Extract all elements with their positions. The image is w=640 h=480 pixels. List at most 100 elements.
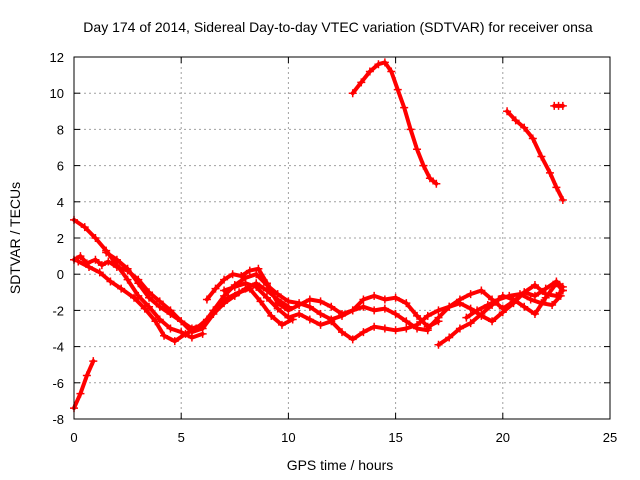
data-point-marker <box>262 279 271 288</box>
data-point-marker <box>391 326 400 335</box>
data-point-marker <box>262 293 271 302</box>
data-point-marker <box>112 255 121 264</box>
data-point-marker <box>237 272 246 281</box>
series-arc-13 <box>550 101 567 110</box>
data-point-marker <box>295 310 304 319</box>
y-tick-label: 10 <box>50 86 64 101</box>
data-point-marker <box>91 234 100 242</box>
data-point-marker <box>166 324 175 333</box>
data-point-marker <box>466 319 475 328</box>
tick-labels: 0 5 10 15 20 25 -8 -6 -4 -2 0 2 4 6 8 10 12 <box>50 50 618 445</box>
data-point-marker <box>370 291 379 300</box>
data-point-marker <box>202 295 211 304</box>
data-point-marker <box>445 302 454 311</box>
data-point-marker <box>423 324 432 333</box>
data-point-marker <box>515 290 524 299</box>
y-tick-label: -4 <box>52 340 64 355</box>
data-point-marker <box>95 268 104 277</box>
data-point-marker <box>434 306 443 315</box>
data-point-marker <box>445 333 454 342</box>
data-point-marker <box>419 161 428 170</box>
data-point-marker <box>338 310 346 319</box>
data-point-marker <box>520 302 529 311</box>
y-tick-label: -8 <box>52 412 64 427</box>
data-point-marker <box>528 134 537 143</box>
y-tick-label: 0 <box>57 267 64 282</box>
data-point-marker <box>462 313 471 322</box>
data-point-marker <box>434 340 443 349</box>
data-point-marker <box>387 67 396 76</box>
grid-lines <box>74 57 610 419</box>
data-point-marker <box>170 337 179 346</box>
data-point-marker <box>305 315 314 324</box>
data-point-marker <box>295 300 304 309</box>
data-point-marker <box>134 279 143 288</box>
data-point-marker <box>123 275 132 284</box>
data-point-marker <box>477 310 486 319</box>
data-point-marker <box>117 284 126 293</box>
data-point-marker <box>530 281 539 290</box>
data-point-marker <box>548 300 557 309</box>
data-point-marker <box>181 329 190 338</box>
data-point-marker <box>177 317 186 326</box>
data-point-marker <box>498 304 507 313</box>
data-point-marker <box>552 183 561 192</box>
data-point-marker <box>391 293 400 302</box>
data-point-marker <box>537 299 546 308</box>
data-point-marker <box>305 295 314 304</box>
data-point-marker <box>277 320 286 329</box>
data-point-marker <box>552 279 561 288</box>
data-point-marker <box>74 257 83 266</box>
data-point-marker <box>102 248 111 257</box>
data-point-marker <box>316 320 325 329</box>
data-point-marker <box>413 320 422 329</box>
y-axis-label: SDTVAR / TECUs <box>7 182 23 294</box>
data-point-marker <box>140 304 149 313</box>
data-point-marker <box>155 315 164 324</box>
data-point-marker <box>365 67 374 76</box>
data-point-marker <box>477 286 486 295</box>
data-point-marker <box>145 302 154 311</box>
data-point-marker <box>556 291 565 300</box>
data-point-marker <box>316 310 325 319</box>
data-point-marker <box>198 320 207 329</box>
data-point-marker <box>284 297 293 306</box>
series-arc-2 <box>70 215 207 342</box>
data-point-marker <box>370 322 379 331</box>
data-point-marker <box>393 85 402 94</box>
data-point-marker <box>273 304 282 313</box>
series-arc-11 <box>348 58 441 188</box>
y-tick-label: -6 <box>52 376 64 391</box>
data-point-marker <box>252 270 261 279</box>
data-point-marker <box>530 291 539 300</box>
data-point-marker <box>327 302 336 311</box>
data-point-marker <box>220 275 229 284</box>
data-point-marker <box>235 288 244 297</box>
data-point-marker <box>284 313 293 322</box>
data-point-marker <box>434 313 443 322</box>
y-tick-label: 12 <box>50 50 64 65</box>
data-point-marker <box>241 279 250 288</box>
data-point-marker <box>526 295 535 304</box>
series-arc-9 <box>434 279 567 349</box>
data-point-marker <box>327 317 336 326</box>
data-point-marker <box>254 264 263 273</box>
data-point-marker <box>338 328 346 337</box>
data-point-marker <box>252 282 261 291</box>
data-point-marker <box>473 306 482 315</box>
data-point-marker <box>228 270 237 279</box>
data-point-marker <box>541 284 550 293</box>
data-point-marker <box>357 78 366 87</box>
data-point-marker <box>80 223 89 232</box>
data-point-marker <box>558 101 567 110</box>
data-point-marker <box>413 311 422 320</box>
data-point-marker <box>82 371 91 380</box>
data-point-marker <box>402 317 411 326</box>
data-point-marker <box>558 286 567 295</box>
data-point-marker <box>423 311 432 320</box>
data-point-marker <box>455 324 464 333</box>
data-point-marker <box>432 179 441 188</box>
y-tick-label: -2 <box>52 303 64 318</box>
